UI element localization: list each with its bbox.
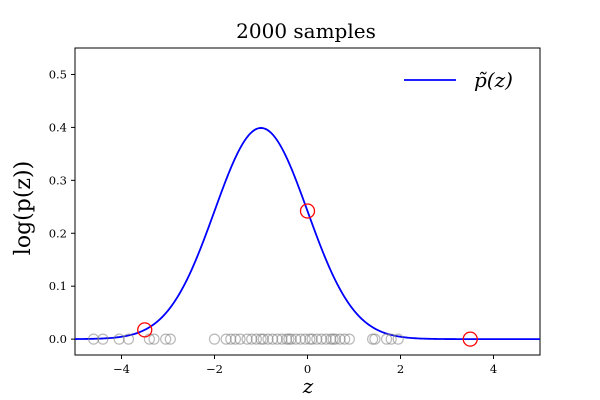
plot-frame bbox=[74, 47, 541, 356]
sample-point bbox=[246, 333, 258, 345]
sample-point bbox=[311, 333, 323, 345]
highlighted-point bbox=[299, 203, 316, 219]
sample-point bbox=[290, 333, 302, 345]
sample-point bbox=[329, 333, 341, 345]
highlighted-point bbox=[462, 331, 478, 347]
plot-area: −4 −2 0 2 4 0.0 0.1 0.2 0.3 0.4 0.5 p̃(z) bbox=[49, 47, 541, 376]
x-axis-label: z bbox=[302, 374, 314, 398]
x-tick-label: 0 bbox=[304, 362, 311, 376]
sample-point bbox=[306, 333, 318, 345]
sample-point bbox=[229, 333, 242, 345]
x-tick-label: 2 bbox=[397, 362, 404, 376]
y-tick-label: 0.5 bbox=[49, 67, 67, 81]
chart-title: 2000 samples bbox=[236, 19, 376, 43]
sample-point bbox=[299, 333, 311, 345]
sample-point bbox=[271, 333, 283, 345]
sample-point bbox=[262, 333, 274, 345]
sample-point bbox=[241, 333, 253, 345]
sample-point bbox=[320, 333, 332, 345]
x-tick-label: −2 bbox=[206, 362, 223, 376]
sample-point bbox=[276, 333, 288, 345]
legend-label: p̃(z) bbox=[474, 68, 513, 92]
y-tick-label: 0.3 bbox=[49, 173, 67, 187]
sample-point bbox=[367, 333, 379, 345]
y-axis-label: log(p(z)) bbox=[11, 161, 36, 255]
sample-point bbox=[369, 333, 381, 345]
y-tick-label: 0.0 bbox=[49, 332, 67, 346]
sample-point bbox=[339, 333, 351, 345]
density-curve-line bbox=[74, 127, 540, 341]
sample-point bbox=[122, 333, 135, 345]
highlighted-point bbox=[137, 322, 153, 338]
sample-point bbox=[380, 333, 393, 345]
sample-point bbox=[113, 333, 125, 345]
sample-point bbox=[267, 333, 279, 345]
sample-point bbox=[257, 333, 269, 345]
sample-point bbox=[208, 333, 221, 345]
sample-point bbox=[392, 333, 404, 345]
sample-point bbox=[285, 333, 297, 345]
sample-point bbox=[343, 333, 355, 345]
sample-point bbox=[234, 333, 246, 345]
sample-point bbox=[143, 333, 155, 345]
y-tick-label: 0.1 bbox=[49, 279, 67, 293]
sample-point bbox=[315, 333, 328, 345]
sample-point bbox=[164, 333, 176, 345]
x-tick-label: −4 bbox=[113, 362, 130, 376]
sample-point bbox=[220, 333, 232, 345]
sample-point bbox=[334, 333, 346, 345]
sample-point bbox=[148, 333, 160, 345]
sample-point bbox=[294, 333, 307, 345]
sample-point bbox=[250, 333, 262, 345]
x-tick-label: 4 bbox=[490, 362, 497, 376]
sample-point bbox=[160, 333, 172, 345]
sample-point bbox=[87, 333, 100, 345]
y-tick-label: 0.2 bbox=[49, 226, 67, 240]
sample-point bbox=[97, 333, 109, 345]
sample-point bbox=[225, 333, 237, 345]
y-tick-label: 0.4 bbox=[49, 120, 67, 134]
sample-point bbox=[385, 333, 397, 345]
